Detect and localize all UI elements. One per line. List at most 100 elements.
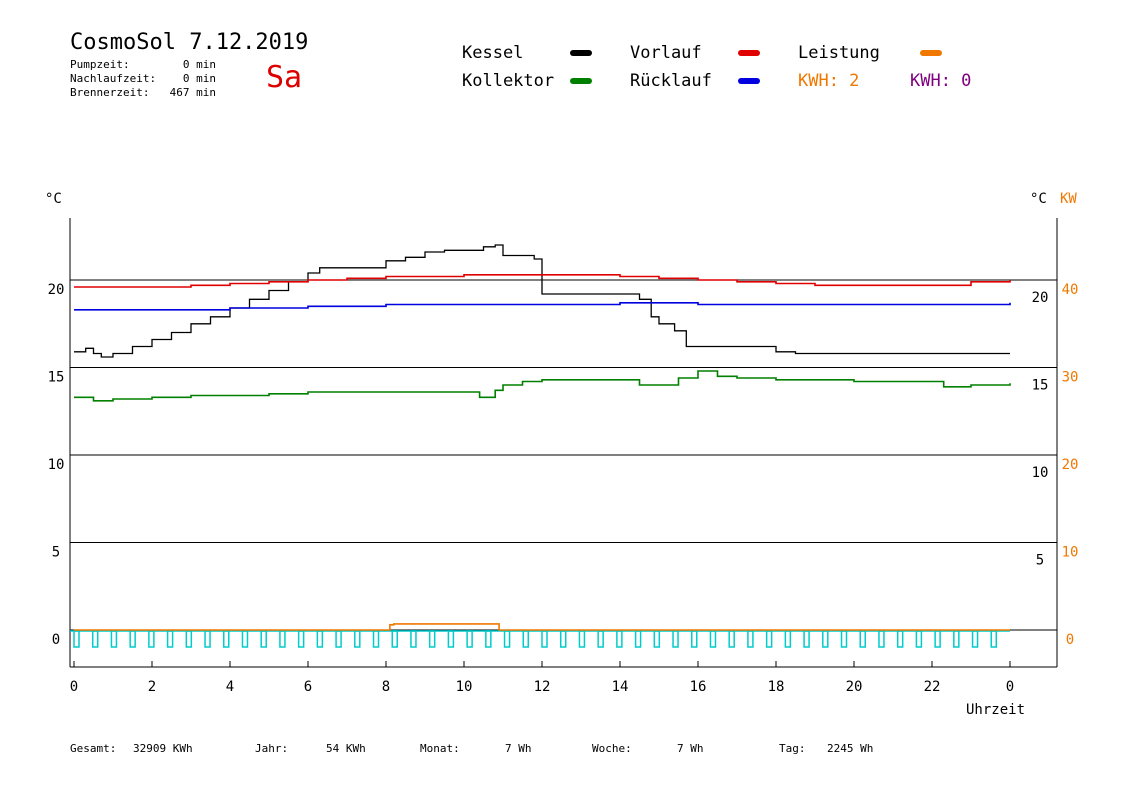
pump-marker bbox=[166, 630, 174, 648]
footer-woche-value: 7 Wh bbox=[677, 742, 704, 755]
pump-marker bbox=[185, 630, 193, 648]
legend-leistung-label: Leistung bbox=[798, 43, 880, 63]
footer-gesamt-value: 32909 KWh bbox=[133, 742, 193, 755]
pump-marker bbox=[971, 630, 979, 648]
pump-marker bbox=[466, 630, 473, 648]
legend-kwh-purple: KWH: 0 bbox=[910, 71, 972, 91]
x-tick-label: 20 bbox=[846, 679, 863, 695]
footer-tag-label: Tag: bbox=[779, 742, 806, 755]
y-tick-label-right-temp: 5 bbox=[1036, 553, 1044, 569]
y-tick-label-right-temp: 15 bbox=[1032, 378, 1049, 394]
x-tick-label: 14 bbox=[612, 679, 629, 695]
pump-marker bbox=[91, 630, 99, 648]
pump-marker bbox=[372, 630, 380, 648]
pump-marker bbox=[634, 630, 642, 648]
nachlaufzeit-value: 0 min bbox=[182, 72, 216, 85]
legend-kollektor-label: Kollektor bbox=[462, 71, 555, 91]
y-tick-label-left: 20 bbox=[48, 282, 65, 298]
pump-marker bbox=[241, 630, 249, 648]
y-tick-label-left: 5 bbox=[52, 545, 60, 561]
pump-marker bbox=[447, 630, 455, 648]
pump-marker bbox=[223, 630, 230, 648]
pump-marker bbox=[840, 630, 848, 648]
x-tick-label: 6 bbox=[304, 679, 312, 695]
pump-marker bbox=[747, 630, 754, 648]
y-tick-label-right-kw: 10 bbox=[1062, 545, 1079, 561]
pump-marker bbox=[878, 630, 885, 648]
pump-marker bbox=[990, 630, 998, 648]
legend-kessel-swatch bbox=[570, 50, 592, 56]
x-tick-label: 4 bbox=[226, 679, 234, 695]
y-tick-label-left: 0 bbox=[52, 632, 60, 648]
pump-marker bbox=[485, 630, 492, 648]
pump-marker bbox=[428, 630, 436, 648]
x-tick-label: 8 bbox=[382, 679, 390, 695]
legend-vorlauf-label: Vorlauf bbox=[630, 43, 702, 63]
y-tick-label-left: 15 bbox=[48, 370, 65, 386]
footer-jahr-label: Jahr: bbox=[255, 742, 289, 755]
pump-marker bbox=[822, 630, 829, 648]
legend-ruecklauf-label: Rücklauf bbox=[630, 71, 712, 91]
pump-marker bbox=[316, 630, 324, 648]
pumpzeit-value: 0 min bbox=[182, 58, 216, 71]
footer-woche-label: Woche: bbox=[592, 742, 632, 755]
nachlaufzeit-label: Nachlaufzeit: bbox=[70, 72, 157, 85]
pump-marker bbox=[559, 630, 567, 648]
footer-monat-value: 7 Wh bbox=[505, 742, 532, 755]
pump-marker bbox=[148, 630, 155, 648]
x-tick-label: 10 bbox=[456, 679, 473, 695]
x-tick-label: 18 bbox=[768, 679, 785, 695]
weekday-label: Sa bbox=[266, 60, 303, 95]
pump-marker bbox=[896, 630, 904, 648]
pump-marker bbox=[859, 630, 866, 648]
pump-marker bbox=[204, 630, 211, 648]
pump-marker bbox=[803, 630, 810, 648]
footer-jahr-value: 54 KWh bbox=[326, 742, 366, 755]
y-tick-label-right-kw: 40 bbox=[1062, 282, 1079, 298]
x-tick-label: 12 bbox=[534, 679, 551, 695]
brennerzeit-value: 467 min bbox=[169, 86, 216, 99]
y-tick-label-right-temp: 20 bbox=[1032, 290, 1049, 306]
pumpzeit-label: Pumpzeit: bbox=[70, 58, 130, 71]
y-tick-label-left: 10 bbox=[48, 457, 65, 473]
series-line-ruecklauf bbox=[74, 302, 1011, 311]
x-tick-label: 2 bbox=[148, 679, 156, 695]
pump-marker bbox=[129, 630, 136, 648]
y-tick-label-right-kw: 30 bbox=[1062, 370, 1079, 386]
pump-marker bbox=[616, 630, 623, 648]
legend-vorlauf-swatch bbox=[738, 50, 760, 56]
pump-marker bbox=[653, 630, 661, 648]
pump-marker bbox=[354, 630, 361, 648]
pump-marker bbox=[73, 630, 80, 648]
right-axis-unit-kw: KW bbox=[1060, 191, 1077, 207]
pump-marker bbox=[672, 630, 679, 648]
pump-marker bbox=[541, 630, 548, 648]
pump-marker bbox=[279, 630, 286, 648]
series-line-leistung bbox=[74, 623, 1010, 631]
y-tick-label-right-kw: 0 bbox=[1066, 632, 1074, 648]
pump-marker bbox=[784, 630, 792, 648]
pump-marker bbox=[503, 630, 511, 648]
legend-leistung-swatch bbox=[920, 50, 942, 56]
pump-marker bbox=[728, 630, 735, 648]
x-tick-label: 0 bbox=[1006, 679, 1014, 695]
x-tick-label: 22 bbox=[924, 679, 941, 695]
x-axis-label: Uhrzeit bbox=[966, 702, 1026, 718]
footer-tag-value: 2245 Wh bbox=[827, 742, 874, 755]
series-line-kessel bbox=[74, 244, 1010, 358]
legend-ruecklauf-swatch bbox=[738, 78, 760, 84]
footer-gesamt-label: Gesamt: bbox=[70, 742, 117, 755]
pump-marker bbox=[709, 630, 717, 648]
series-line-vorlauf bbox=[74, 274, 1011, 288]
pump-marker bbox=[297, 630, 305, 648]
pump-marker bbox=[578, 630, 586, 648]
left-axis-unit: °C bbox=[45, 191, 62, 207]
legend-kessel-label: Kessel bbox=[462, 43, 524, 63]
x-tick-label: 16 bbox=[690, 679, 707, 695]
pump-marker bbox=[691, 630, 698, 648]
pump-marker bbox=[110, 630, 118, 648]
pump-marker bbox=[391, 630, 398, 648]
right-axis-unit: °C bbox=[1030, 191, 1047, 207]
brennerzeit-label: Brennerzeit: bbox=[70, 86, 150, 99]
